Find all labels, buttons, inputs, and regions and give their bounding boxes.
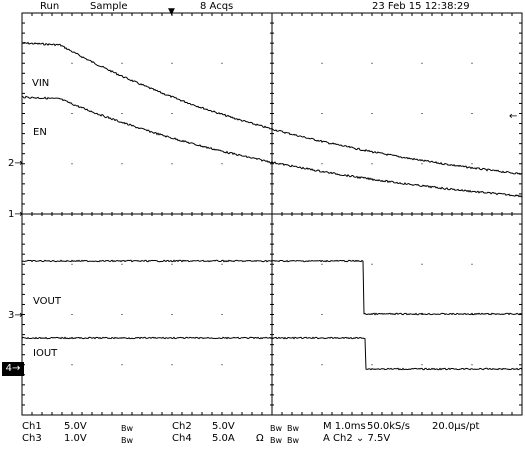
grid-dot: [421, 62, 423, 64]
grid-dot: [71, 62, 73, 64]
grid-dot: [321, 314, 323, 315]
grid-dot: [121, 263, 123, 265]
acquisition-mode: Sample: [90, 1, 128, 12]
grid-dot: [121, 314, 123, 315]
grid-dot: [371, 113, 373, 114]
ch2-bw: Bw: [270, 424, 283, 433]
point-rate: 20.0μs/pt: [432, 421, 480, 432]
grid-dot: [71, 113, 73, 114]
grid-dot: [71, 263, 73, 265]
grid-dot: [171, 314, 173, 315]
ch4-impedance: Ω: [256, 433, 264, 444]
trace-vout: [21, 259, 522, 316]
grid-dot: [371, 314, 373, 315]
grid-dot: [321, 113, 323, 114]
timebase: M 1.0ms: [323, 421, 366, 432]
ch1-scale: 5.0V: [64, 421, 87, 432]
label-iout: IOUT: [33, 348, 58, 359]
grid-dot: [171, 263, 173, 265]
grid-dot: [171, 364, 173, 366]
grid-dot: [371, 163, 373, 165]
grid-dot: [171, 163, 173, 165]
bw-extra: Bw: [287, 436, 300, 445]
trigger-position-marker-icon: ▼: [168, 7, 175, 17]
run-status: Run: [40, 1, 60, 12]
ch1-bw: Bw: [121, 424, 134, 433]
grid-dot: [71, 163, 73, 165]
grid-dot: [371, 62, 373, 64]
grid-dot: [321, 163, 323, 165]
grid-dot: [421, 263, 423, 265]
grid-dot: [221, 364, 223, 366]
channel-4-marker: 4→: [2, 362, 24, 376]
ch4-scale: 5.0A: [212, 433, 235, 444]
trace-vin: [21, 41, 523, 175]
grid-dot: [471, 314, 473, 315]
grid-dot: [471, 113, 473, 114]
datetime: 23 Feb 15 12:38:29: [372, 1, 470, 12]
grid-dot: [121, 364, 123, 366]
traces: [21, 41, 523, 371]
grid-dot: [321, 263, 323, 265]
trace-en: [21, 95, 523, 198]
ch2-label: Ch2: [172, 421, 192, 432]
sample-rate: 50.0kS/s: [367, 421, 410, 432]
bw-extra-2: Bw: [287, 424, 300, 433]
label-vin: VIN: [32, 78, 50, 89]
channel-1-marker: 1→: [8, 209, 23, 220]
label-vout: VOUT: [33, 296, 61, 307]
grid-dot: [171, 113, 173, 114]
grid-dot: [221, 263, 223, 265]
ch4-label: Ch4: [172, 433, 192, 444]
grid-dot: [71, 314, 73, 315]
grid-dot: [221, 314, 223, 315]
acquisition-count: 8 Acqs: [200, 1, 234, 12]
grid-dot: [421, 163, 423, 165]
trigger-level-marker-icon: ←: [509, 111, 518, 122]
grid-dot: [421, 314, 423, 315]
channel-3-marker: 3→: [8, 310, 23, 321]
grid-dot: [221, 163, 223, 165]
grid-dot: [321, 364, 323, 366]
grid-dot: [171, 62, 173, 64]
grid-dot: [121, 62, 123, 64]
label-en: EN: [33, 127, 47, 138]
ch3-scale: 1.0V: [64, 433, 87, 444]
trace-iout: [21, 336, 523, 371]
grid-dot: [121, 163, 123, 165]
grid-dot: [471, 364, 473, 366]
grid-dot: [471, 62, 473, 64]
grid-dot: [371, 263, 373, 265]
grid-dot: [471, 263, 473, 265]
grid-dot: [321, 62, 323, 64]
grid-dot: [421, 364, 423, 366]
ch1-label: Ch1: [22, 421, 42, 432]
grid: [21, 12, 523, 416]
ch2-scale: 5.0V: [212, 421, 235, 432]
ch3-bw: Bw: [121, 436, 134, 445]
grid-dot: [421, 113, 423, 114]
grid-dot: [471, 163, 473, 165]
channel-2-marker: 2→: [8, 158, 23, 169]
grid-dot: [371, 364, 373, 366]
trigger-settings: A Ch2 ⌄ 7.5V: [323, 433, 391, 444]
ch3-label: Ch3: [22, 433, 42, 444]
grid-dot: [121, 113, 123, 114]
ch4-bw: Bw: [270, 436, 283, 445]
grid-dot: [221, 62, 223, 64]
grid-dot: [71, 364, 73, 366]
